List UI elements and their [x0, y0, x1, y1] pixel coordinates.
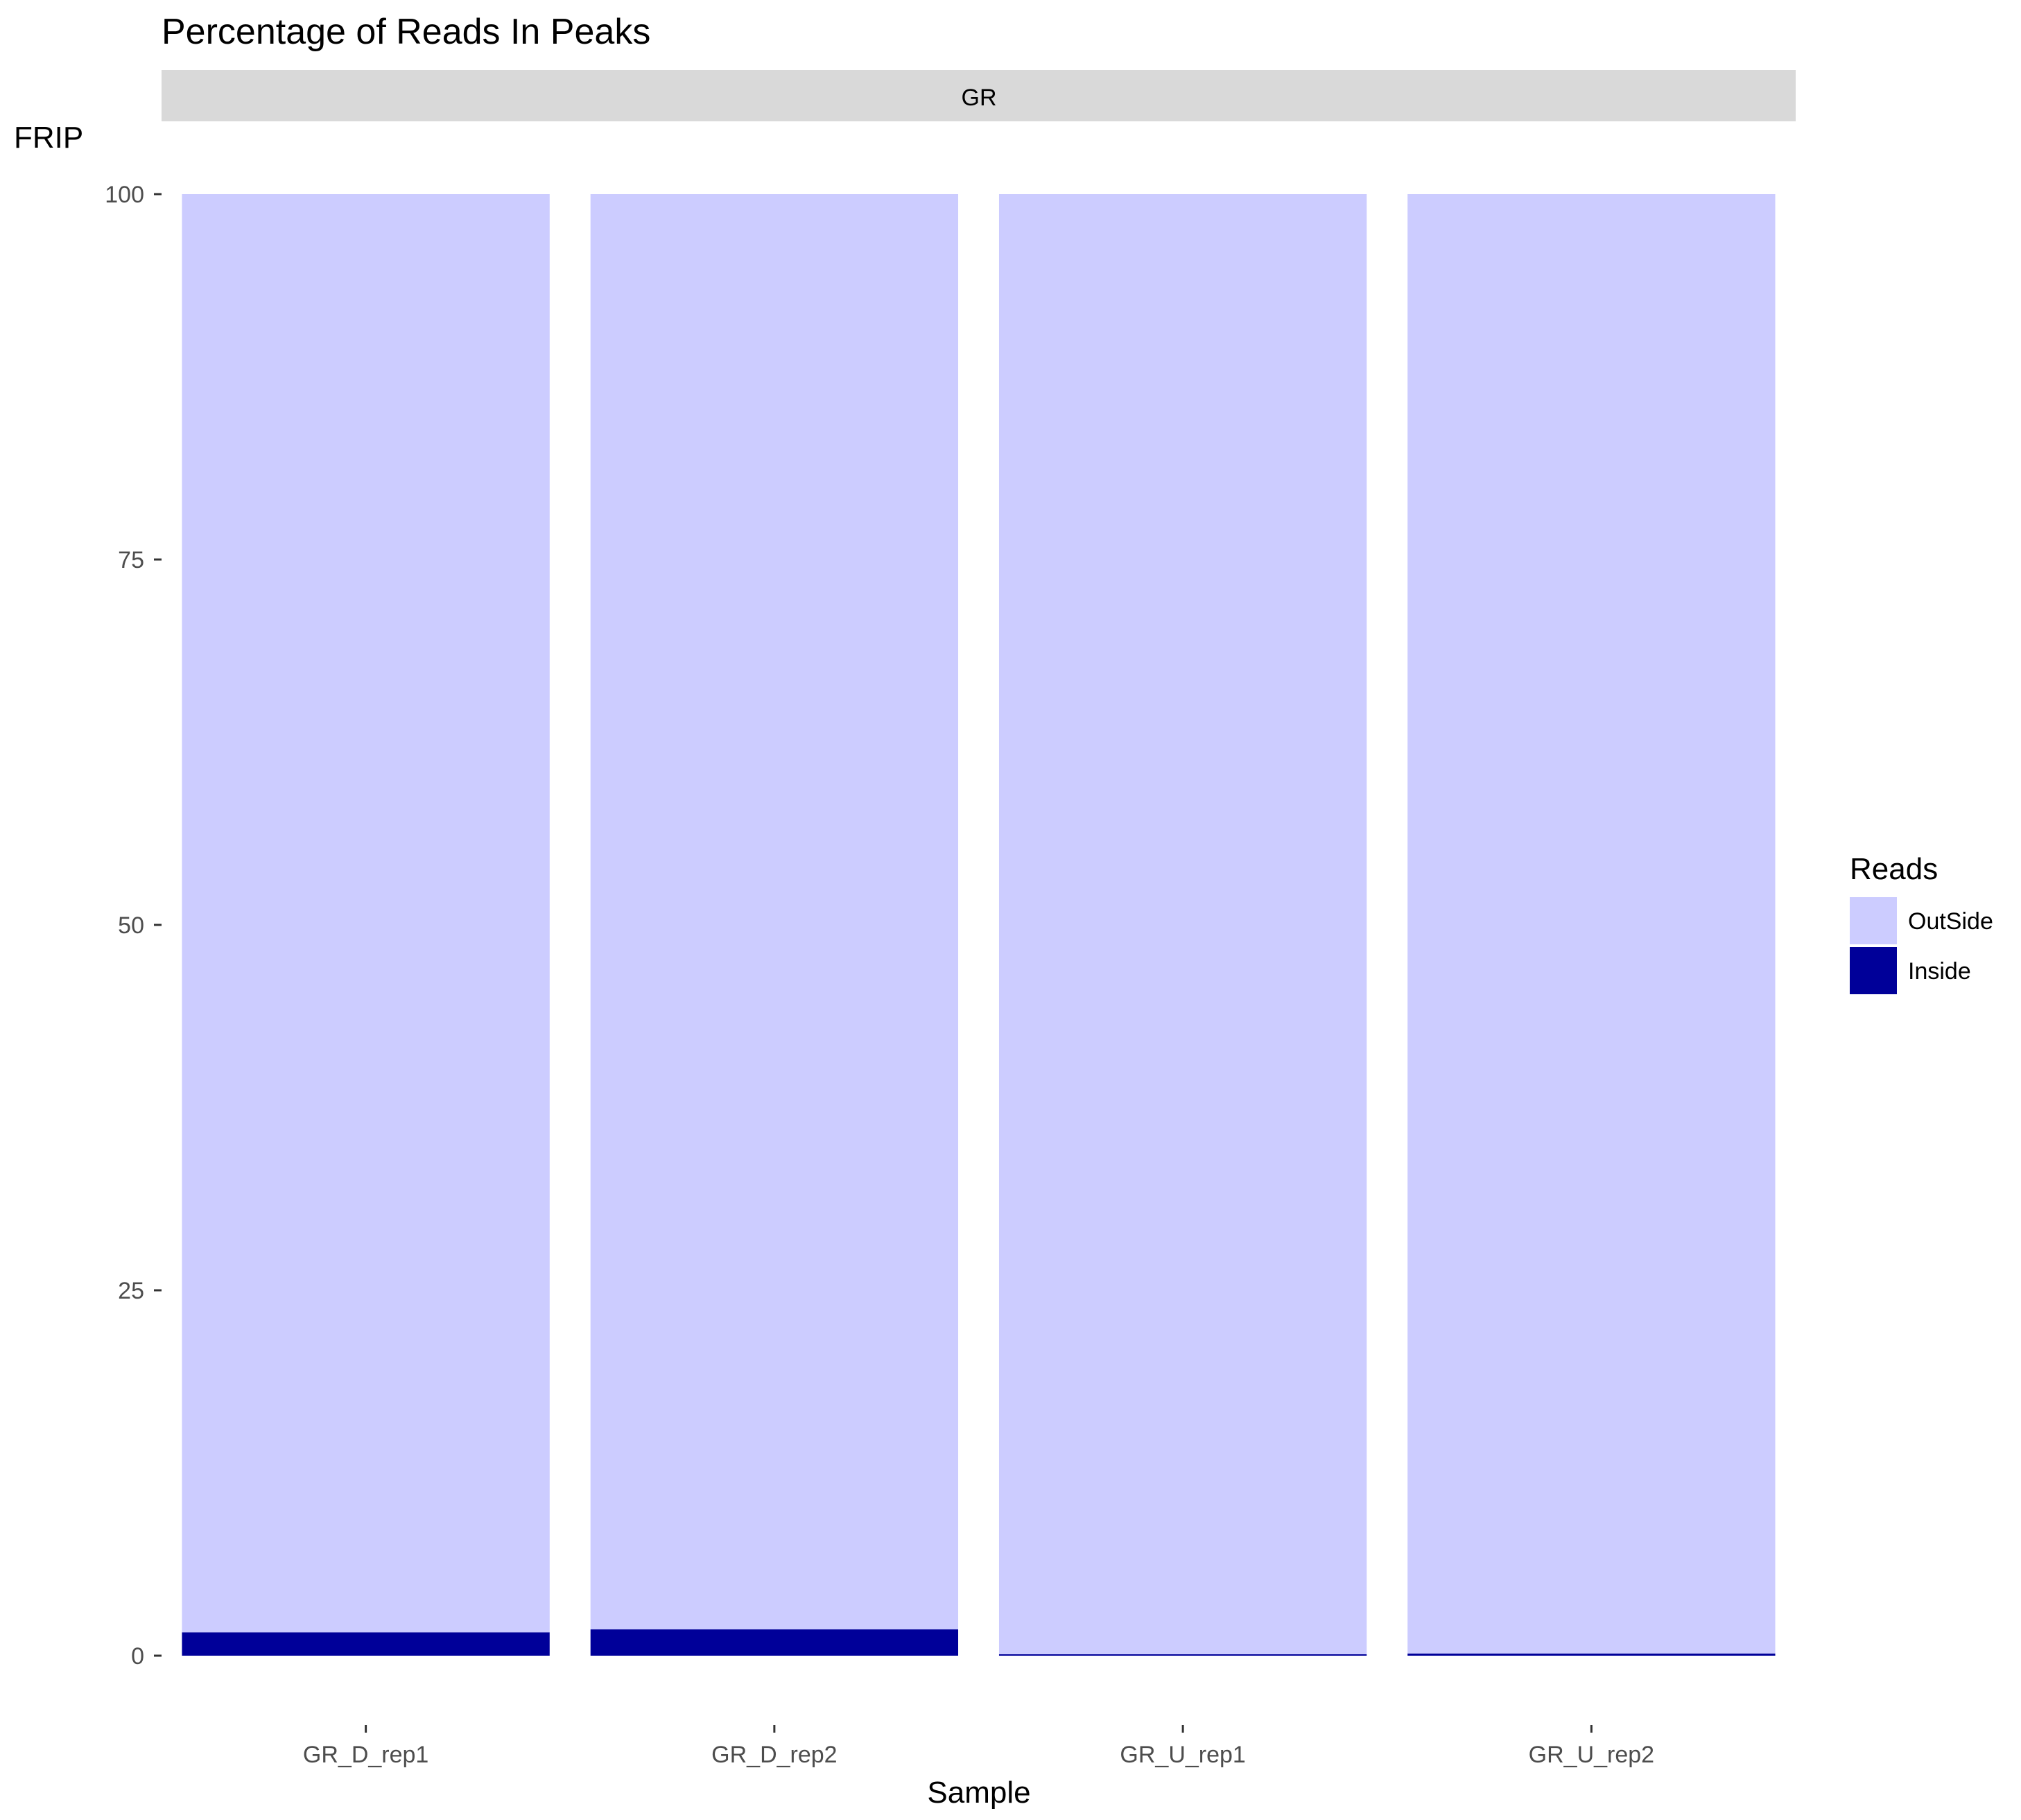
- y-tick-label: 50: [118, 912, 144, 939]
- legend: Reads OutSide Inside: [1850, 852, 1993, 994]
- chart-title: Percentage of Reads In Peaks: [162, 12, 650, 52]
- bar-outside: [182, 194, 550, 1633]
- x-tick-label: GR_U_rep1: [1120, 1742, 1245, 1768]
- y-axis-title: FRIP: [14, 121, 83, 155]
- x-axis-title: Sample: [927, 1776, 1030, 1810]
- bars-layer: [182, 194, 1776, 1656]
- x-tick-label: GR_D_rep1: [303, 1742, 428, 1768]
- bar-inside: [998, 1654, 1367, 1656]
- bar-inside: [182, 1632, 550, 1656]
- x-tick-label: GR_D_rep2: [711, 1742, 837, 1768]
- y-axis: 0 25 50 75 100: [105, 182, 162, 1670]
- facet-strip-label: GR: [962, 85, 997, 111]
- y-tick-label: 25: [118, 1278, 144, 1304]
- bar-outside: [998, 194, 1367, 1654]
- bar-outside: [590, 194, 959, 1630]
- y-tick-label: 0: [131, 1643, 144, 1670]
- legend-key-outside: [1850, 897, 1897, 944]
- x-tick-label: GR_U_rep2: [1529, 1742, 1654, 1768]
- y-tick-label: 75: [118, 547, 144, 573]
- y-tick-label: 100: [105, 182, 144, 208]
- bar-outside: [1407, 194, 1776, 1654]
- legend-label: Inside: [1908, 958, 1971, 985]
- x-axis: GR_D_rep1 GR_D_rep2 GR_U_rep1 GR_U_rep2: [303, 1725, 1654, 1768]
- facet-strip: [162, 70, 1796, 121]
- legend-label: OutSide: [1908, 908, 1993, 935]
- legend-title: Reads: [1850, 852, 1938, 886]
- bar-inside: [1407, 1653, 1776, 1656]
- bar-inside: [590, 1629, 959, 1656]
- legend-key-inside: [1850, 947, 1897, 994]
